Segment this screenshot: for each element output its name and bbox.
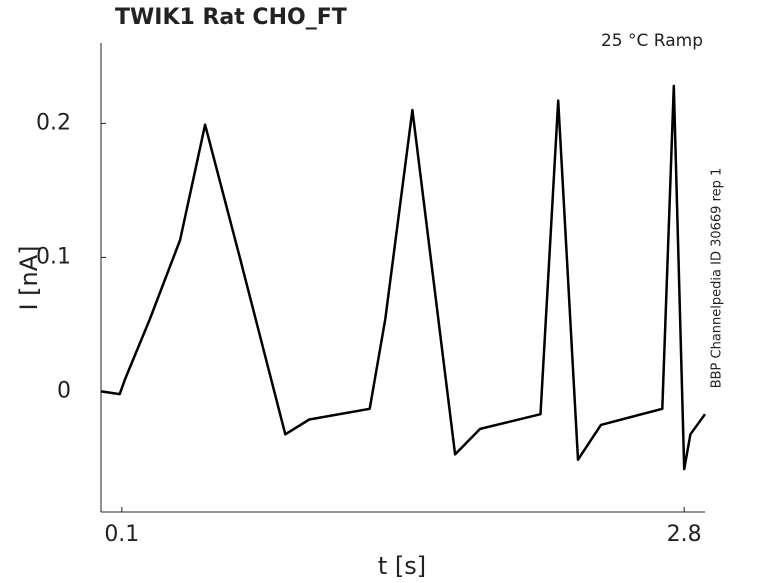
y-tick-label: 0.2: [36, 110, 71, 135]
annotation: 25 °C Ramp: [601, 31, 703, 51]
x-tick-label: 0.1: [104, 522, 139, 547]
x-tick-label: 2.8: [667, 522, 702, 547]
x-axis-label: t [s]: [378, 552, 426, 580]
y-axis-label: I [nA]: [15, 245, 43, 310]
y-tick-label: 0.1: [36, 244, 71, 269]
y-tick-label: 0: [57, 378, 71, 403]
data-line: [100, 84, 707, 471]
side-note: BBP Channelpedia ID 30669 rep 1: [710, 168, 725, 389]
chart-title: TWIK1 Rat CHO_FT: [115, 5, 347, 30]
